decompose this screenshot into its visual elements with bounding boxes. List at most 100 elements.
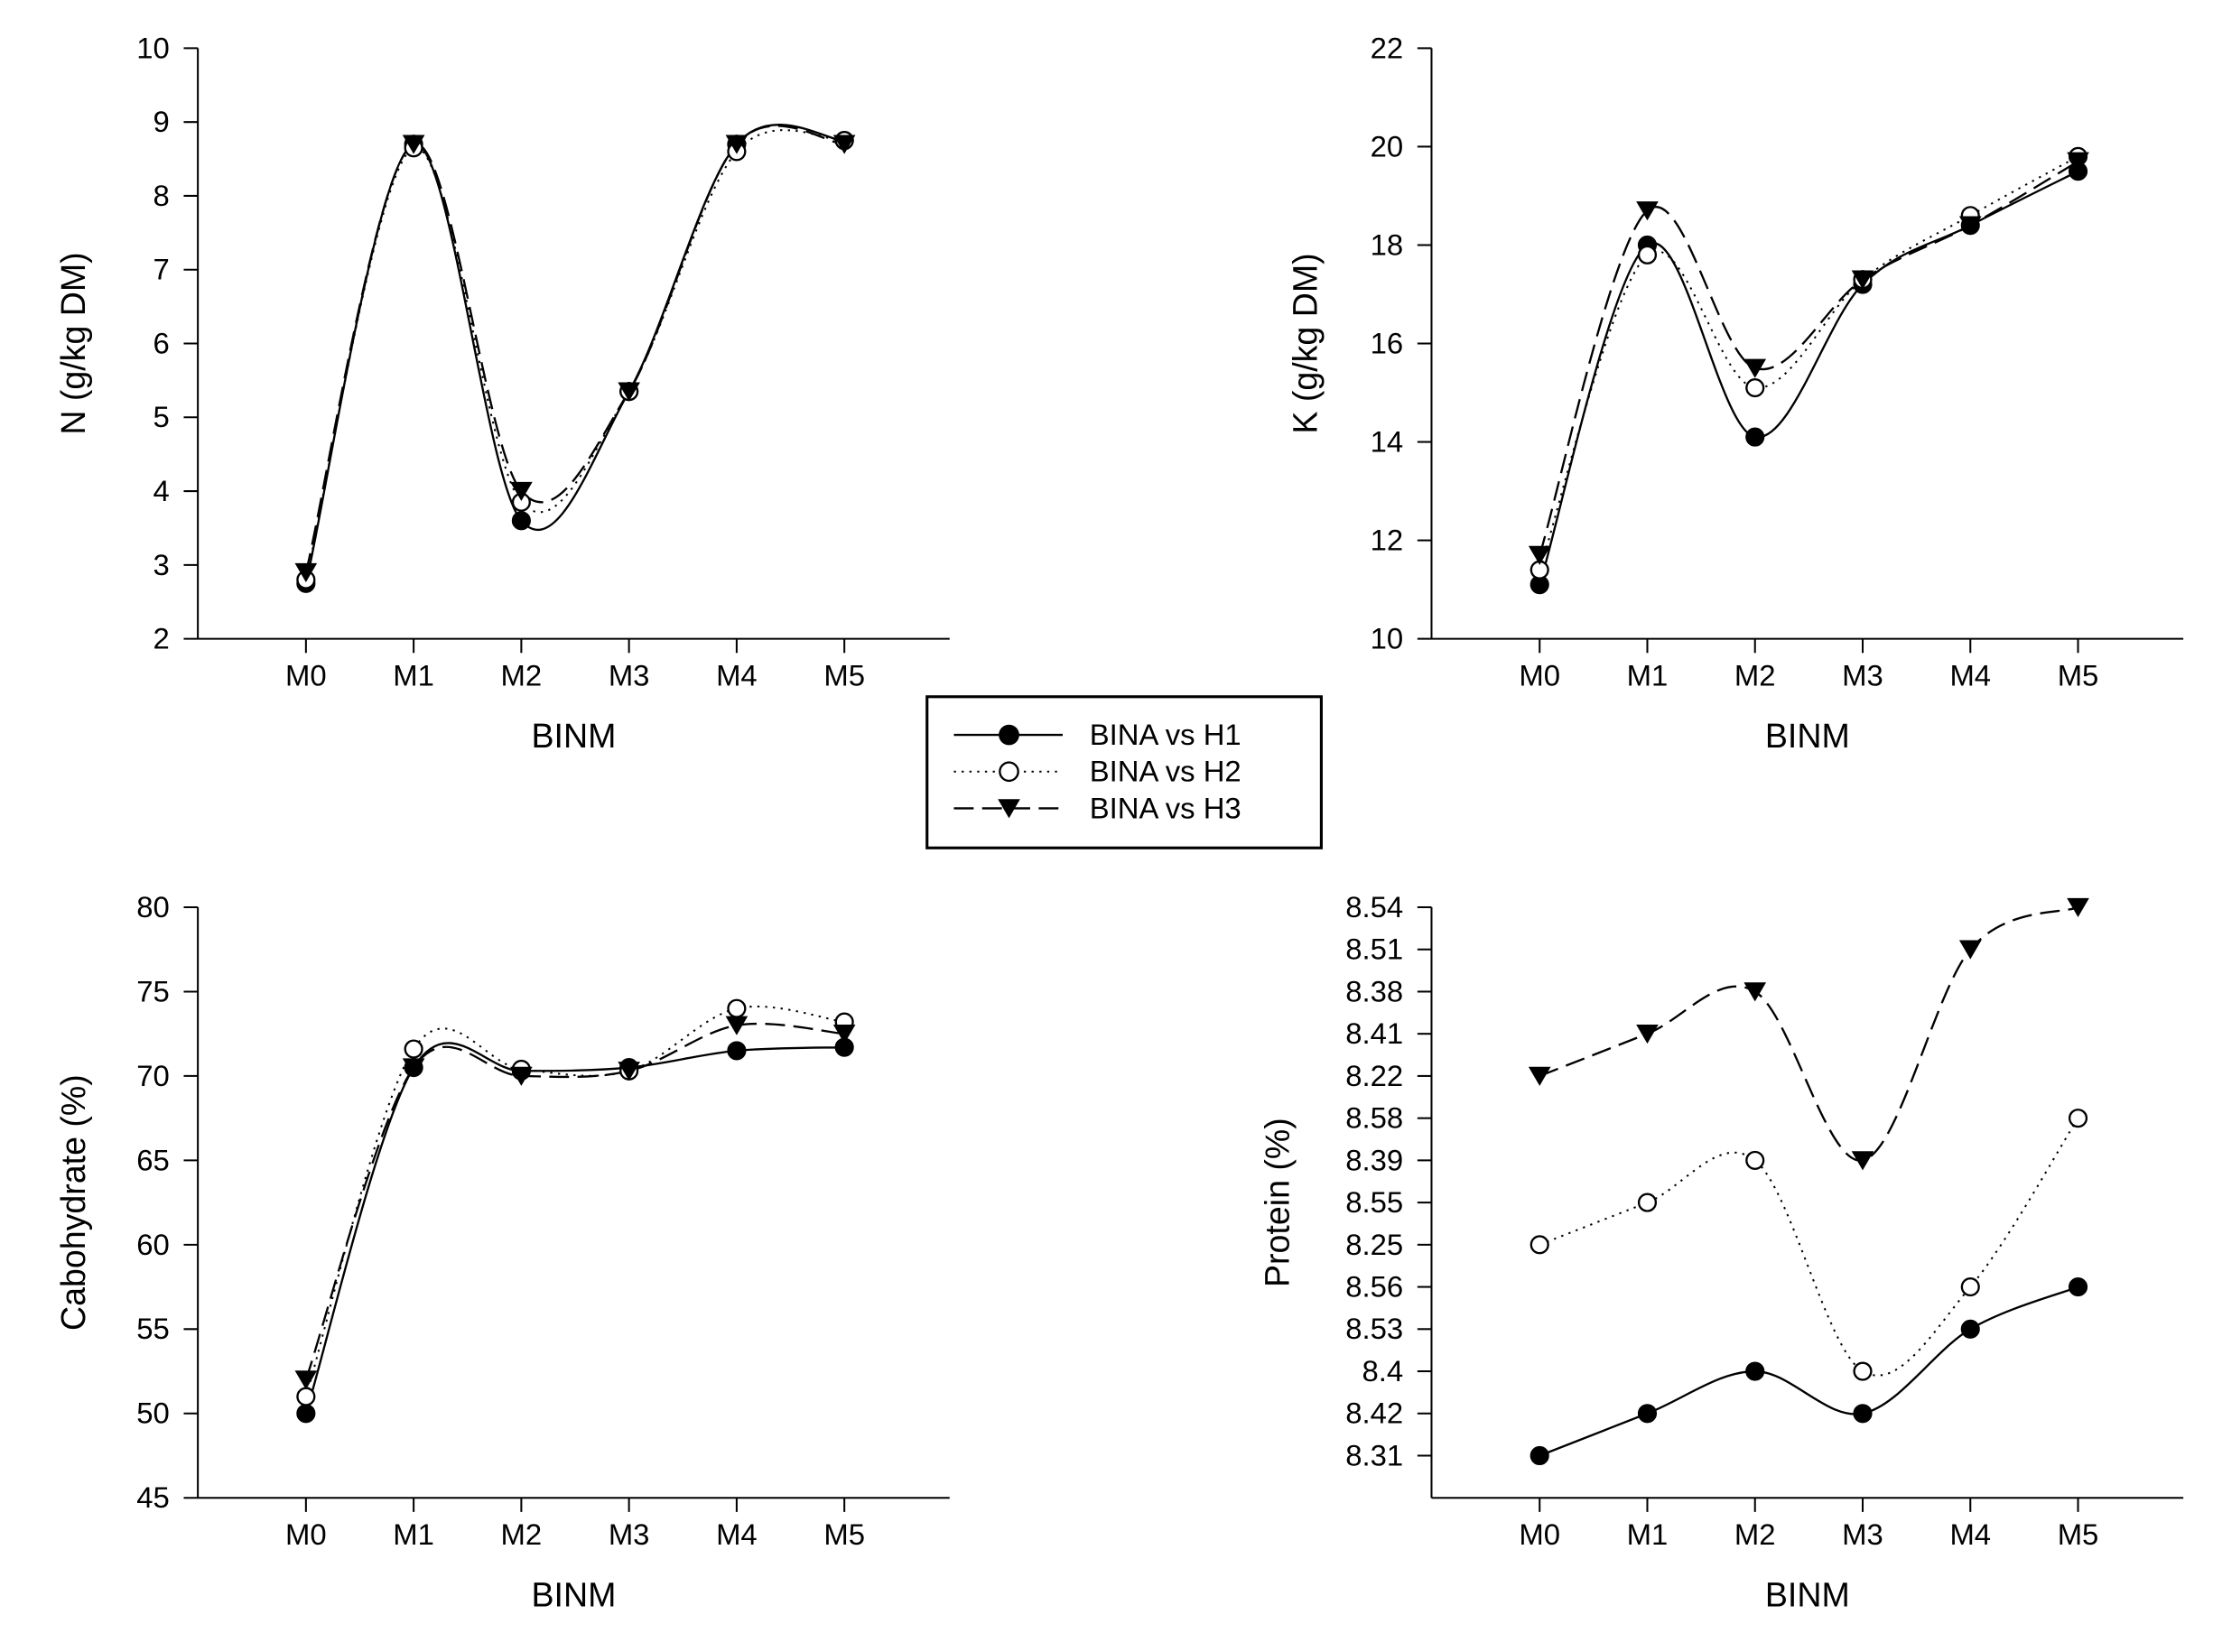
panel-n-ytick-label: 9	[153, 105, 170, 138]
panel-protein-ytick-label: 8.22	[1345, 1059, 1403, 1092]
panel-n: N (g/kg DM) BINM 2 3 4 5 6 7 8 9 10 M0 M1 M2 M3 M4 M5	[54, 31, 950, 755]
panel-carb-series-h3-point	[618, 1062, 640, 1081]
panel-protein-series-h3-line	[1539, 905, 2078, 1162]
panel-k-ytick-label: 18	[1371, 227, 1404, 261]
panel-n-series-h3-point	[832, 135, 856, 154]
legend-label-h2: BINA vs H2	[1090, 755, 1241, 788]
legend-entry-h2: BINA vs H2	[953, 755, 1241, 788]
panel-carb-ytick-label: 75	[136, 974, 170, 1007]
legend-marker-h1	[999, 724, 1019, 746]
panel-protein-series-h3-point	[2067, 897, 2089, 917]
panel-n-xtick-label: M2	[501, 658, 543, 691]
panel-n-ytick-label: 6	[153, 326, 170, 359]
panel-n-series-h3-point	[402, 135, 425, 154]
panel-k-xlabel: BINM	[1765, 717, 1850, 755]
panel-protein-xtick-label: M1	[1627, 1517, 1669, 1551]
panel-carb-series-h2-point	[727, 998, 747, 1018]
panel-carb-series-h1-point	[296, 1404, 316, 1424]
panel-protein-xtick-label: M5	[2058, 1517, 2099, 1551]
panel-protein-series-h1-point	[1745, 1361, 1765, 1381]
panel-protein-series-h2-line	[1539, 1118, 2079, 1377]
panel-k: K (g/kg DM) BINM 10 12 14 16 18 20 22 M0 M1 M2 M3 M…	[1287, 31, 2184, 755]
panel-protein-ytick-label: 8.54	[1345, 890, 1403, 923]
panel-protein-ylabel: Protein (%)	[1258, 1118, 1296, 1287]
panel-k-xtick-label: M3	[1842, 658, 1883, 691]
legend: BINA vs H1 BINA vs H2 BINA vs H3	[925, 695, 1323, 849]
panel-carb-xtick-label: M1	[393, 1517, 434, 1551]
panel-k-ytick-label: 16	[1371, 326, 1404, 359]
panel-carb-ytick-label: 50	[136, 1397, 170, 1430]
panel-protein-series-h1-point	[1960, 1319, 1980, 1339]
panel-carbohydrate-xlabel: BINM	[532, 1576, 617, 1614]
panel-protein-ytick-label: 8.51	[1345, 933, 1403, 966]
panel-k-ytick-label: 14	[1371, 425, 1404, 459]
panel-k-series-h3-line	[1539, 160, 2079, 556]
panel-n-series-h3-line	[304, 125, 845, 573]
panel-carb-series-h3-point	[402, 1058, 425, 1078]
panel-k-ytick-label: 10	[1371, 622, 1404, 655]
panel-protein-ytick-label: 8.31	[1345, 1438, 1403, 1471]
panel-protein-series-h1-point	[2068, 1277, 2088, 1297]
legend-entry-h3: BINA vs H3	[953, 791, 1241, 824]
panel-protein-xtick-label: M4	[1949, 1517, 1991, 1551]
panel-n-ylabel: N (g/kg DM)	[54, 252, 92, 434]
panel-protein-ytick-label: 8.55	[1345, 1185, 1403, 1219]
panel-k-series-h3-point	[2067, 152, 2089, 172]
panel-n-ytick-label: 2	[153, 622, 170, 655]
panel-n-series-h3-point	[294, 562, 318, 582]
panel-carb-series-h3-point	[832, 1025, 856, 1044]
panel-protein-series-h1-line	[1539, 1285, 2078, 1457]
panel-carb-xtick-label: M3	[609, 1517, 650, 1551]
panel-carb-series-h2-point	[404, 1039, 423, 1059]
panel-protein-series-h2-point	[1637, 1193, 1658, 1212]
panel-carbohydrate-ylabel: Cabohydrate (%)	[54, 1074, 92, 1331]
panel-k-xtick-label: M2	[1734, 658, 1776, 691]
panel-n-series-h1-line	[304, 124, 845, 584]
panel-protein-ytick-label: 8.39	[1345, 1143, 1403, 1176]
panel-n-xtick-label: M3	[609, 658, 650, 691]
panel-protein-series-h3-point	[1636, 1025, 1659, 1044]
panel-protein-series-h3-point	[1743, 982, 1767, 1002]
panel-k-xtick-label: M0	[1519, 658, 1560, 691]
panel-k-series-h1-point	[1745, 427, 1765, 447]
panel-n-ytick-label: 4	[153, 474, 170, 507]
panel-carb-ytick-label: 70	[136, 1059, 170, 1092]
legend-label-h1: BINA vs H1	[1090, 718, 1241, 751]
panel-n-series-h3-point	[618, 382, 640, 402]
panel-carb-xtick-label: M2	[501, 1517, 543, 1551]
panel-carb-series-h2-point	[296, 1387, 316, 1406]
panel-k-series-h2-point	[1745, 378, 1765, 398]
panel-n-xtick-label: M0	[285, 658, 327, 691]
panel-protein-ytick-label: 8.53	[1345, 1312, 1403, 1345]
panel-k-series-h2-point	[1637, 245, 1658, 265]
panel-protein-ytick-label: 8.38	[1345, 974, 1403, 1007]
panel-protein-ytick-label: 8.25	[1345, 1228, 1403, 1261]
panel-k-series-h3-point	[1743, 358, 1767, 378]
panel-n-xtick-label: M5	[823, 658, 865, 691]
panel-protein-series-h3-point	[1851, 1151, 1874, 1171]
panel-n-series-h3-point	[725, 135, 749, 154]
panel-protein-series-h2-point	[1745, 1150, 1765, 1170]
panel-protein-series-h3-point	[1958, 940, 1982, 960]
panel-protein-ytick-label: 8.42	[1345, 1397, 1403, 1430]
panel-protein-series-h3-point	[1528, 1066, 1551, 1086]
panel-protein-ytick-label: 8.41	[1345, 1016, 1403, 1050]
panel-protein-series-h1-point	[1853, 1404, 1873, 1424]
panel-k-ytick-label: 22	[1371, 31, 1404, 64]
panel-k-series-h3-point	[1528, 545, 1551, 565]
panel-k-ytick-label: 20	[1371, 129, 1404, 162]
panel-protein-ytick-label: 8.4	[1362, 1354, 1403, 1387]
panel-carb-series-h3-point	[294, 1370, 318, 1390]
panel-carb-xtick-label: M4	[716, 1517, 758, 1551]
panel-k-xtick-label: M1	[1627, 658, 1669, 691]
panel-protein-series-h1-point	[1637, 1404, 1658, 1424]
panel-carbohydrate: Cabohydrate (%) BINM 45 50 55 60 65 70 75 80 M0 M…	[54, 890, 950, 1614]
panel-n-ytick-label: 5	[153, 400, 170, 433]
panel-n-ytick-label: 8	[153, 179, 170, 212]
panel-carb-ytick-label: 65	[136, 1143, 170, 1176]
panel-carb-ytick-label: 55	[136, 1312, 170, 1345]
panel-protein-xtick-label: M2	[1734, 1517, 1776, 1551]
panel-carb-series-h1-line	[304, 1042, 845, 1415]
panel-n-ytick-label: 3	[153, 548, 170, 581]
